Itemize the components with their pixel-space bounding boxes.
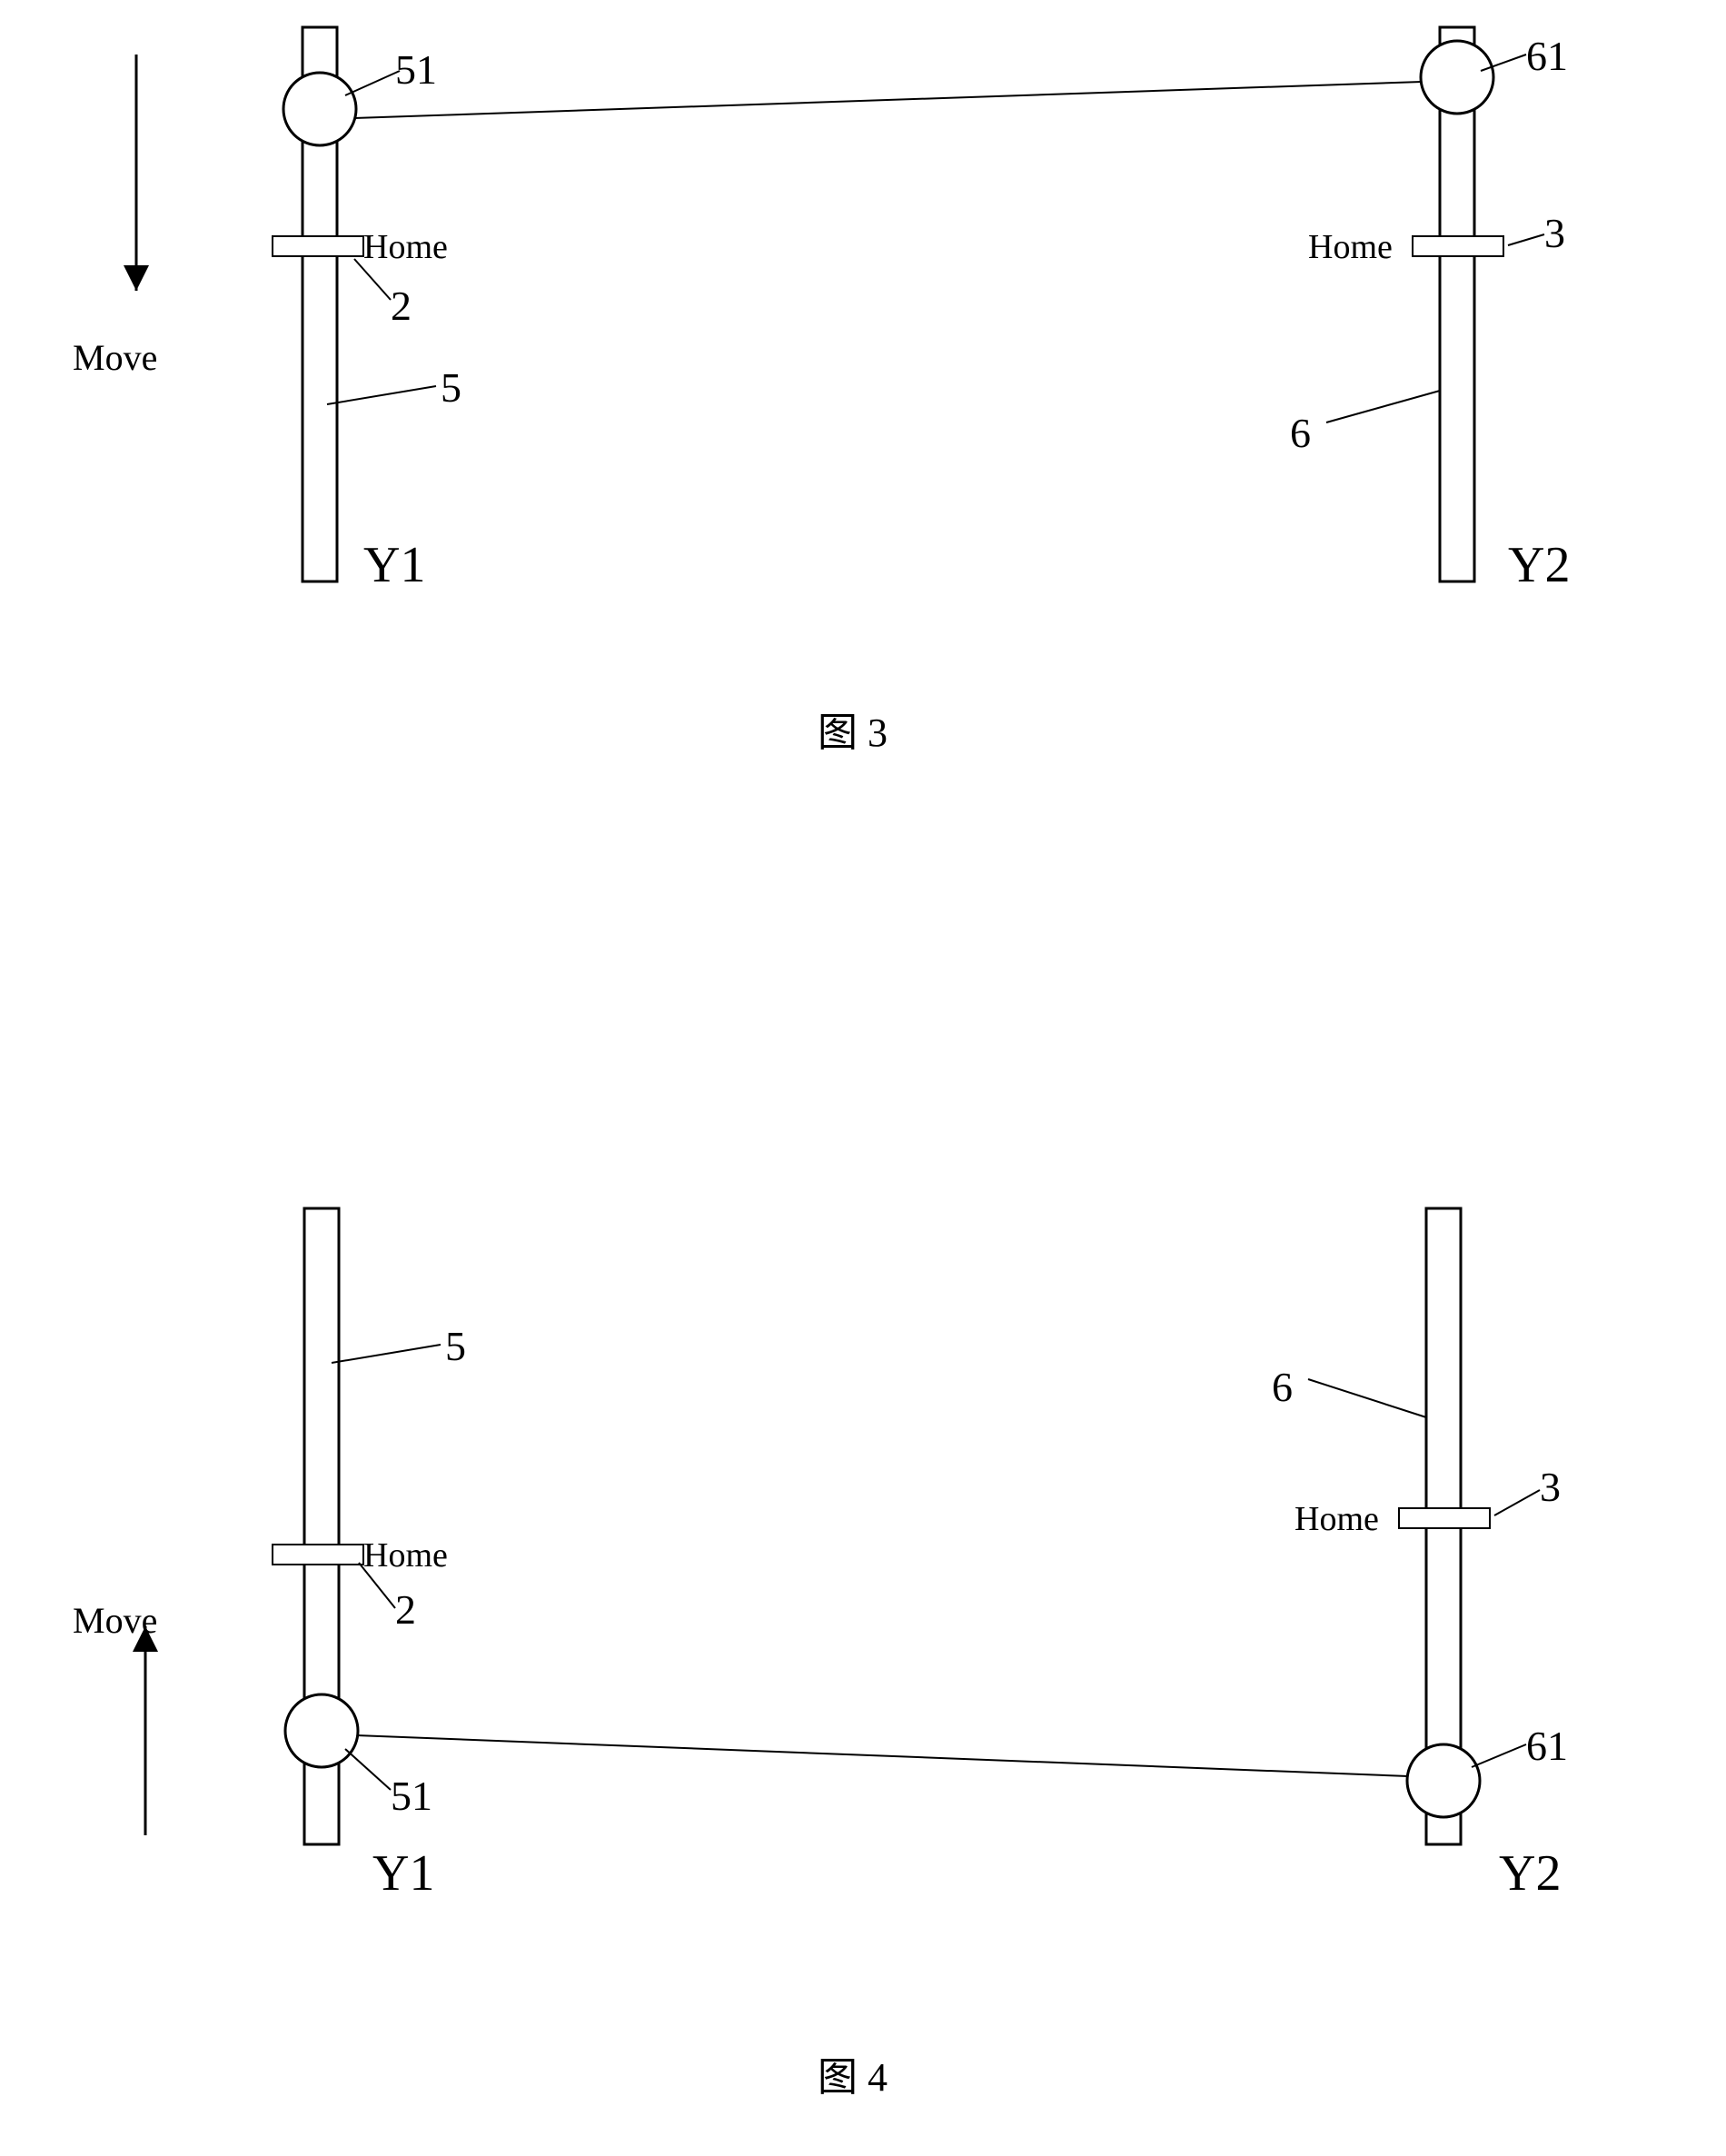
- gantry-beam: [354, 82, 1422, 118]
- figure-4-caption: 图 4: [818, 2044, 888, 2102]
- leader-l3: [1508, 234, 1544, 245]
- label-n5: 5: [441, 363, 461, 412]
- label-home1: Home: [363, 1535, 448, 1575]
- label-home1: Home: [363, 227, 448, 267]
- label-n61: 61: [1526, 32, 1568, 80]
- gantry-beam: [356, 1735, 1408, 1776]
- move-arrow-head: [124, 265, 149, 291]
- figure-4-svg: [0, 1181, 1726, 1953]
- label-n3: 3: [1544, 209, 1565, 257]
- label-n51: 51: [391, 1772, 432, 1820]
- label-n2: 2: [391, 282, 412, 330]
- leader-l6: [1308, 1379, 1426, 1417]
- home-sensor-y2: [1399, 1508, 1490, 1528]
- figure-3-caption: 图 3: [818, 700, 888, 758]
- home-sensor-y1: [273, 1545, 363, 1565]
- label-y2: Y2: [1508, 536, 1570, 594]
- leader-l51: [345, 1749, 391, 1790]
- label-home2: Home: [1294, 1499, 1379, 1539]
- label-n61: 61: [1526, 1722, 1568, 1770]
- label-n5: 5: [445, 1322, 466, 1370]
- label-y1: Y1: [363, 536, 425, 594]
- home-sensor-y1: [273, 236, 363, 256]
- slider-61: [1407, 1744, 1480, 1817]
- slider-51: [283, 73, 356, 145]
- label-y1: Y1: [372, 1844, 434, 1903]
- label-move: Move: [73, 1599, 157, 1642]
- label-n6: 6: [1272, 1363, 1293, 1411]
- slider-61: [1421, 41, 1493, 114]
- label-n2: 2: [395, 1585, 416, 1634]
- label-home2: Home: [1308, 227, 1393, 267]
- label-y2: Y2: [1499, 1844, 1561, 1903]
- leader-l5: [327, 386, 436, 404]
- slider-51: [285, 1694, 358, 1767]
- figure-3-svg: [0, 0, 1726, 681]
- leader-l6: [1326, 391, 1440, 422]
- label-n51: 51: [395, 45, 437, 94]
- home-sensor-y2: [1413, 236, 1503, 256]
- leader-l61: [1472, 1744, 1526, 1767]
- label-move: Move: [73, 336, 157, 379]
- label-n3: 3: [1540, 1463, 1561, 1511]
- leader-l51: [345, 71, 400, 95]
- leader-l5: [332, 1345, 441, 1363]
- label-n6: 6: [1290, 409, 1311, 457]
- leader-l3: [1494, 1490, 1540, 1515]
